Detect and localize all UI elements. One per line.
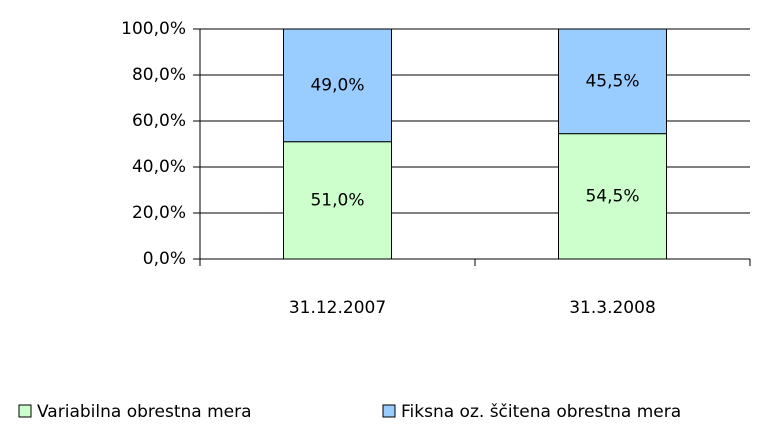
y-tick-label: 0,0% (143, 249, 186, 269)
x-tick-label: 31.12.2007 (289, 298, 386, 318)
x-tick-label: 31.3.2008 (569, 298, 656, 318)
legend-swatch (18, 404, 32, 418)
data-label: 49,0% (310, 75, 364, 95)
legend-swatch (382, 404, 396, 418)
bar (283, 28, 392, 143)
legend-label: Variabilna obrestna mera (37, 402, 252, 422)
y-tick-label: 100,0% (121, 19, 186, 39)
bar (558, 133, 667, 260)
y-tick-label: 60,0% (132, 111, 186, 131)
bar (558, 28, 667, 135)
data-label: 45,5% (585, 71, 639, 91)
legend-label: Fiksna oz. ščitena obrestna mera (401, 402, 681, 422)
y-tick-label: 40,0% (132, 157, 186, 177)
y-tick-label: 80,0% (132, 65, 186, 85)
y-tick-label: 20,0% (132, 203, 186, 223)
bar (283, 141, 392, 260)
data-label: 51,0% (310, 190, 364, 210)
data-label: 54,5% (585, 186, 639, 206)
